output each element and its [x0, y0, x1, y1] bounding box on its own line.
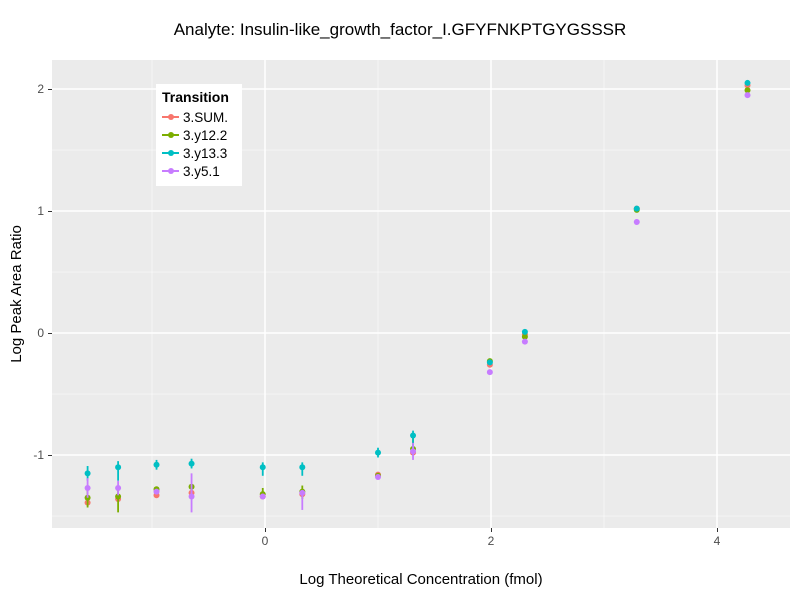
- y-tick-label: 2: [37, 82, 44, 97]
- y-tick-label: -1: [33, 448, 44, 463]
- data-point: [744, 79, 751, 86]
- legend: Transition 3.SUM. 3.y12.2 3.y13.3 3.y5.1: [156, 84, 242, 186]
- legend-item-label: 3.y5.1: [183, 163, 220, 179]
- data-point: [521, 333, 528, 340]
- data-point: [521, 328, 528, 335]
- x-tick-label: 4: [713, 534, 721, 548]
- legend-item-label: 3.y12.2: [183, 127, 228, 143]
- legend-pointrange-icon: [162, 112, 179, 123]
- data-point: [188, 460, 195, 467]
- legend-item: 3.y5.1: [162, 162, 236, 180]
- y-tick: [48, 88, 52, 90]
- data-point: [410, 448, 417, 455]
- data-point: [299, 489, 306, 496]
- legend-item: 3.y13.3: [162, 144, 236, 162]
- legend-key-dot: [167, 132, 174, 138]
- y-tick: [48, 454, 52, 456]
- data-point: [188, 493, 195, 500]
- data-point: [486, 369, 493, 376]
- chart-title: Analyte: Insulin-like_growth_factor_I.GF…: [173, 20, 627, 39]
- legend-title: Transition: [162, 89, 229, 105]
- plot-svg: [52, 60, 790, 528]
- x-tick-label: 0: [261, 534, 269, 548]
- data-point: [153, 488, 160, 495]
- legend-item: 3.SUM.: [162, 108, 236, 126]
- data-point: [375, 474, 382, 481]
- y-tick: [48, 210, 52, 212]
- data-point: [521, 338, 528, 345]
- data-point: [633, 205, 640, 212]
- data-point: [375, 449, 382, 456]
- data-point: [153, 461, 160, 468]
- x-axis-title: Log Theoretical Concentration (fmol): [299, 571, 543, 588]
- legend-pointrange-icon: [162, 148, 179, 159]
- legend-key-dot: [167, 150, 174, 156]
- x-tick: [490, 528, 492, 532]
- legend-item-label: 3.y13.3: [183, 145, 228, 161]
- y-tick-label: 1: [37, 204, 44, 219]
- y-tick-label: 0: [37, 326, 44, 341]
- legend-key-dot: [167, 114, 174, 120]
- data-point: [115, 484, 122, 491]
- data-point: [744, 87, 751, 94]
- legend-pointrange-icon: [162, 166, 179, 177]
- data-point: [259, 464, 266, 471]
- data-point: [259, 493, 266, 500]
- y-axis-title: Log Peak Area Ratio: [8, 225, 25, 363]
- legend-items: 3.SUM. 3.y12.2 3.y13.3 3.y5.1: [162, 108, 236, 180]
- y-tick: [48, 332, 52, 334]
- x-tick: [716, 528, 718, 532]
- data-point: [84, 484, 91, 491]
- data-point: [115, 493, 122, 500]
- legend-item-label: 3.SUM.: [183, 109, 229, 125]
- data-point: [633, 219, 640, 226]
- legend-item: 3.y12.2: [162, 126, 236, 144]
- legend-pointrange-icon: [162, 130, 179, 141]
- data-point: [84, 470, 91, 477]
- x-tick-label: 2: [487, 534, 495, 548]
- data-point: [410, 432, 417, 439]
- legend-key-dot: [167, 168, 174, 174]
- data-point: [486, 359, 493, 366]
- data-point: [744, 92, 751, 99]
- x-tick: [264, 528, 266, 532]
- data-point: [115, 464, 122, 471]
- data-point: [299, 464, 306, 471]
